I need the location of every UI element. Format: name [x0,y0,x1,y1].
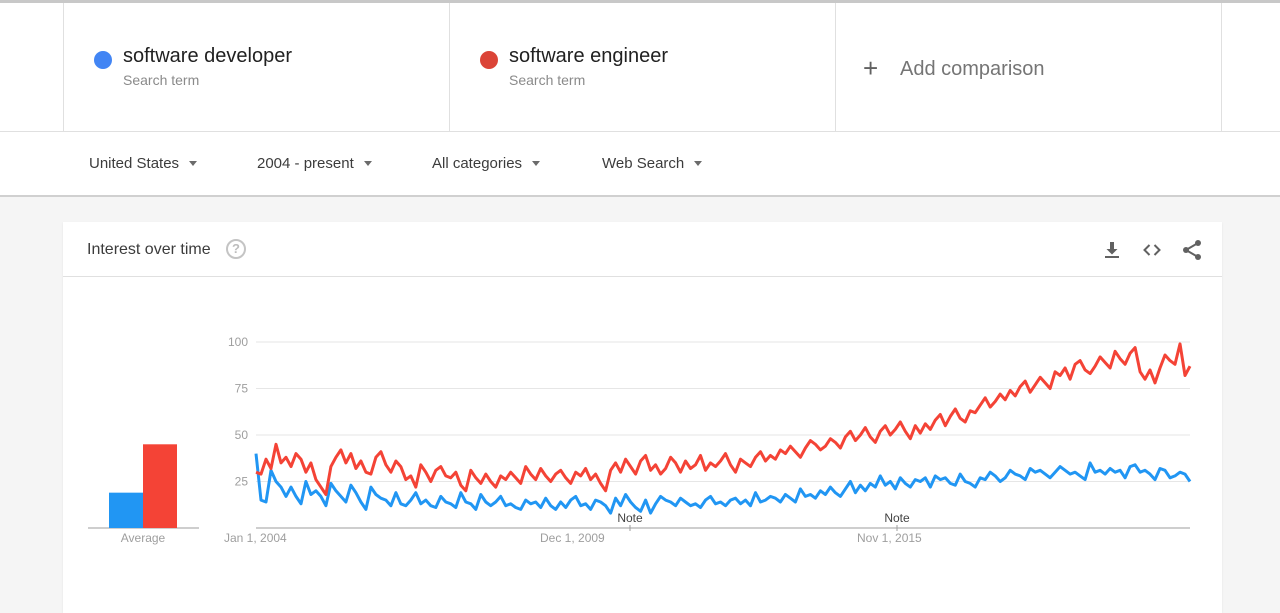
filter-region-dropdown[interactable]: United States [89,155,198,172]
search-term-subtitle: Search term [509,72,586,88]
card-title: Interest over time [87,241,211,258]
average-label: Average [121,531,166,545]
filter-label: United States [89,155,180,172]
average-bar[interactable] [109,492,143,528]
top-border [0,0,1280,3]
note-annotation[interactable]: Note [617,511,643,525]
download-icon[interactable] [1100,238,1124,262]
dropdown-caret-icon [189,160,198,166]
average-bar[interactable] [143,444,177,528]
search-term-card-2[interactable]: software engineer Search term [449,3,835,132]
filter-bar: United States 2004 - present All categor… [0,133,1280,197]
series-line-software-developer[interactable] [254,453,1192,515]
note-annotation[interactable]: Note [884,511,910,525]
search-term-name[interactable]: software developer [123,45,292,67]
search-term-card-1[interactable]: software developer Search term [63,3,449,132]
add-comparison-label: Add comparison [900,58,1045,80]
chart-axis-labels: 25 50 75 100 Jan 1, 2004 Dec 1, 2009 Nov 1, 20… [224,335,922,545]
dropdown-caret-icon [694,160,703,166]
chart-gridlines [256,341,1190,529]
help-icon[interactable]: ? [226,239,246,259]
filter-search-type-dropdown[interactable]: Web Search [602,155,703,172]
add-comparison-button[interactable]: + Add comparison [835,3,1222,132]
x-tick-label: Dec 1, 2009 [540,531,605,545]
dropdown-caret-icon [532,160,541,166]
x-tick-label: Jan 1, 2004 [224,531,287,545]
series-color-dot-red [480,51,498,69]
share-icon[interactable] [1180,238,1204,262]
search-terms-bar: software developer Search term software … [0,3,1280,132]
interest-over-time-chart[interactable]: Average 25 50 75 100 Jan 1, 2004 Dec 1, 2009 N… [63,222,1222,613]
series-color-dot-blue [94,51,112,69]
x-tick-label: Nov 1, 2015 [857,531,922,545]
embed-icon[interactable] [1140,238,1164,262]
line-chart-series [254,342,1192,515]
card-header: Interest over time ? [63,222,1222,277]
series-line-software-engineer[interactable] [255,342,1192,496]
filter-label: 2004 - present [257,155,354,172]
filter-label: All categories [432,155,523,172]
explore-header: software developer Search term software … [0,3,1280,197]
plus-icon: + [863,53,879,83]
y-tick-label: 50 [235,428,249,442]
interest-over-time-card: Interest over time ? Average 25 50 75 100 Ja… [63,222,1222,613]
filter-category-dropdown[interactable]: All categories [432,155,541,172]
y-tick-label: 75 [235,382,249,396]
dropdown-caret-icon [363,160,372,166]
search-term-subtitle: Search term [123,72,200,88]
y-tick-label: 100 [228,335,248,349]
filter-label: Web Search [602,155,685,172]
y-tick-label: 25 [235,475,249,489]
filter-time-range-dropdown[interactable]: 2004 - present [257,155,372,172]
search-term-name[interactable]: software engineer [509,45,668,67]
average-bar-chart: Average [88,444,199,545]
